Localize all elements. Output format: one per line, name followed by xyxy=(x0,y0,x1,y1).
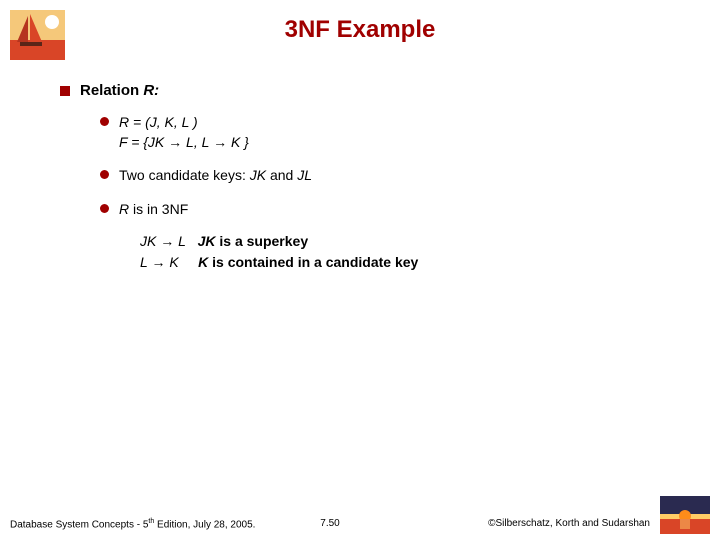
circle-bullet-icon xyxy=(100,170,109,179)
slide-content: Relation R: R = (J, K, L ) F = {JK → L, … xyxy=(0,82,720,273)
sailboat-logo-icon xyxy=(10,10,65,60)
bullet-definition: R = (J, K, L ) F = {JK → L, L → K } xyxy=(100,113,680,152)
footer-copyright: ©Silberschatz, Korth and Sudarshan xyxy=(488,518,650,529)
bullet-in-3nf: R is in 3NF xyxy=(100,200,680,220)
candidate-keys-text: Two candidate keys: JK and JL xyxy=(119,166,312,186)
bullet-relation: Relation R: xyxy=(60,82,680,99)
in-3nf-text: R is in 3NF xyxy=(119,200,188,220)
relation-text: Relation R: xyxy=(80,82,159,99)
bullet-candidate-keys: Two candidate keys: JK and JL xyxy=(100,166,680,186)
definition-text: R = (J, K, L ) F = {JK → L, L → K } xyxy=(119,113,249,152)
explanation-line-1: JK → L JK is a superkey xyxy=(140,231,680,252)
slide-footer: Database System Concepts - 5th Edition, … xyxy=(10,518,650,530)
circle-bullet-icon xyxy=(100,117,109,126)
sunset-logo-icon xyxy=(660,496,710,534)
footer-page-number: 7.50 xyxy=(320,518,339,529)
footer-left: Database System Concepts - 5th Edition, … xyxy=(10,518,255,530)
explanation-line-2: L → K K is contained in a candidate key xyxy=(140,252,680,273)
square-bullet-icon xyxy=(60,86,70,96)
slide-title: 3NF Example xyxy=(0,0,720,64)
explanation-block: JK → L JK is a superkey L → K K is conta… xyxy=(140,231,680,273)
circle-bullet-icon xyxy=(100,204,109,213)
